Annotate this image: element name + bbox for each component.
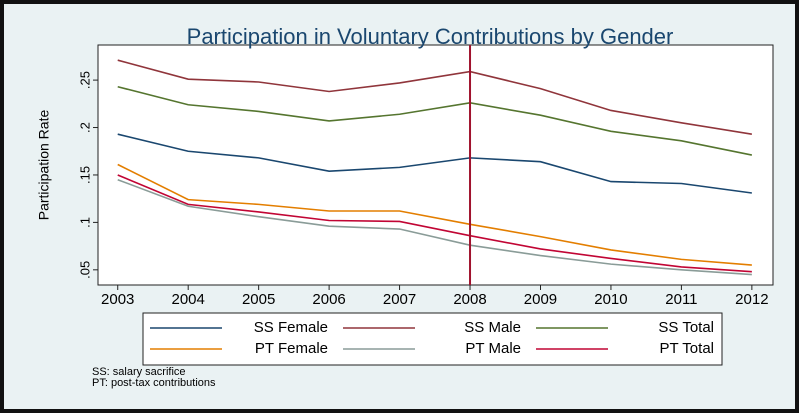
y-tick-label: .25	[77, 71, 92, 89]
legend	[142, 312, 723, 366]
series-line	[117, 133, 752, 194]
legend-label: SS Total	[658, 319, 714, 336]
note: PT: post-tax contributions	[92, 377, 216, 389]
y-tick-label: .2	[77, 122, 92, 133]
legend-label: PT Male	[465, 340, 521, 357]
y-axis-label: Participation Rate	[36, 110, 52, 221]
x-tick-label: 2008	[453, 291, 486, 308]
series-line	[117, 85, 753, 156]
x-tick-label: 2004	[172, 291, 205, 308]
series-line	[117, 59, 752, 135]
legend-label: PT Total	[660, 340, 714, 357]
series-line	[117, 163, 752, 266]
x-tick-label: 2005	[242, 291, 275, 308]
series-line	[117, 174, 752, 273]
x-tick-label: 2010	[594, 291, 627, 308]
legend-label: SS Female	[254, 319, 328, 336]
x-tick-label: 2011	[665, 291, 697, 308]
series-line	[117, 178, 752, 276]
y-tick-label: .05	[77, 261, 92, 279]
legend-label: SS Male	[464, 319, 521, 336]
legend-label: PT Female	[255, 340, 328, 357]
y-tick-label: .1	[77, 217, 92, 228]
x-tick-label: 2003	[101, 291, 134, 308]
x-tick-label: 2007	[383, 291, 416, 308]
x-tick-label: 2012	[735, 291, 768, 308]
x-tick-label: 2006	[312, 291, 345, 308]
chart-title: Participation in Voluntary Contributions…	[187, 24, 674, 49]
y-tick-label: .15	[77, 166, 92, 184]
note: SS: salary sacrifice	[92, 366, 186, 378]
x-tick-label: 2009	[524, 291, 557, 308]
plot-area	[97, 44, 774, 286]
